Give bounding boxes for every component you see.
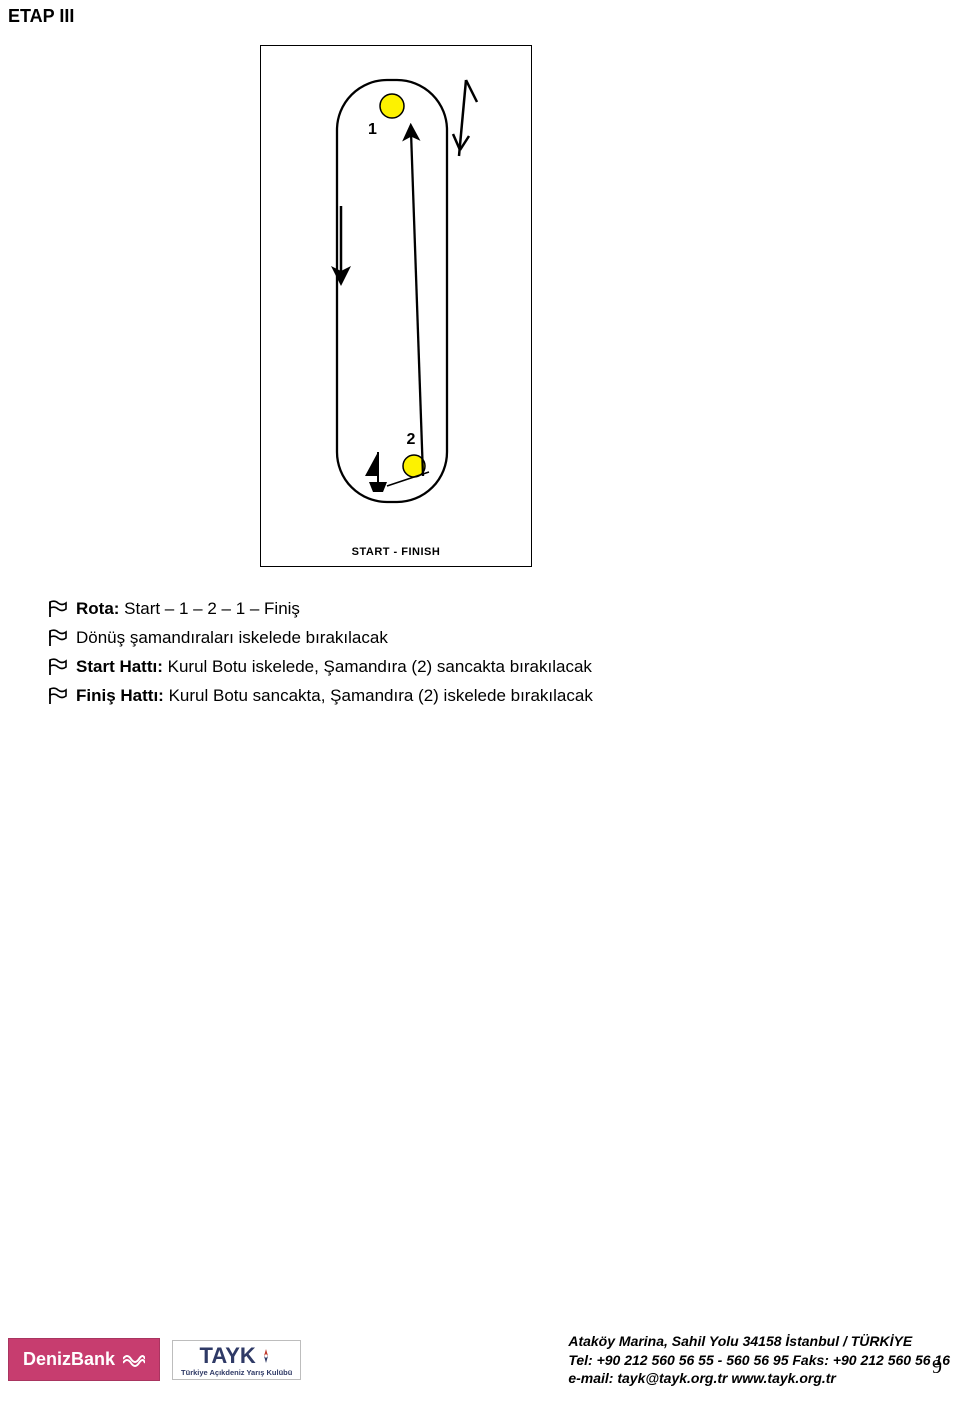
page-footer: DenizBank TAYK Türkiye Açıkdeniz Yarış K… (8, 1332, 950, 1387)
denizbank-text: DenizBank (23, 1349, 115, 1370)
upwind-path (411, 132, 423, 476)
buoy-1 (380, 94, 404, 118)
list-item-text: Start Hattı: Kurul Botu iskelede, Şamand… (76, 656, 592, 679)
tayk-main: TAYK (200, 1345, 274, 1367)
contact-line: e-mail: tayk@tayk.org.tr www.tayk.org.tr (568, 1369, 950, 1387)
course-loop (337, 80, 447, 502)
list-item: Finiş Hattı: Kurul Botu sancakta, Şamand… (48, 685, 868, 708)
flag-icon (48, 658, 76, 676)
contact-line: Ataköy Marina, Sahil Yolu 34158 İstanbul… (568, 1332, 950, 1350)
list-item: Dönüş şamandıraları iskelede bırakılacak (48, 627, 868, 650)
denizbank-logo: DenizBank (8, 1338, 160, 1381)
page-number: 9 (932, 1356, 942, 1379)
buoy-1-label: 1 (368, 121, 377, 138)
list-item: Rota: Start – 1 – 2 – 1 – Finiş (48, 598, 868, 621)
tayk-sub: Türkiye Açıkdeniz Yarış Kulübü (181, 1368, 292, 1377)
contact-block: Ataköy Marina, Sahil Yolu 34158 İstanbul… (568, 1332, 950, 1387)
flag-icon (48, 600, 76, 618)
wind-arrow-icon (453, 80, 477, 156)
wave-icon (123, 1353, 145, 1367)
list-item-text: Dönüş şamandıraları iskelede bırakılacak (76, 627, 388, 650)
list-item: Start Hattı: Kurul Botu iskelede, Şamand… (48, 656, 868, 679)
course-diagram-svg: 1 2 (261, 46, 531, 566)
compass-icon (258, 1348, 274, 1364)
buoy-2-label: 2 (407, 431, 416, 448)
contact-line: Tel: +90 212 560 56 55 - 560 56 95 Faks:… (568, 1351, 950, 1369)
committee-boat-icon (365, 452, 387, 492)
course-diagram: 1 2 START - FINISH (260, 45, 532, 567)
page: ETAP III 1 2 (0, 0, 960, 1415)
page-title: ETAP III (8, 6, 74, 27)
rule-list: Rota: Start – 1 – 2 – 1 – Finiş Dönüş şa… (48, 598, 868, 714)
list-item-text: Rota: Start – 1 – 2 – 1 – Finiş (76, 598, 300, 621)
flag-icon (48, 629, 76, 647)
tayk-logo: TAYK Türkiye Açıkdeniz Yarış Kulübü (172, 1340, 301, 1380)
diagram-caption: START - FINISH (352, 546, 441, 558)
list-item-text: Finiş Hattı: Kurul Botu sancakta, Şamand… (76, 685, 593, 708)
flag-icon (48, 687, 76, 705)
